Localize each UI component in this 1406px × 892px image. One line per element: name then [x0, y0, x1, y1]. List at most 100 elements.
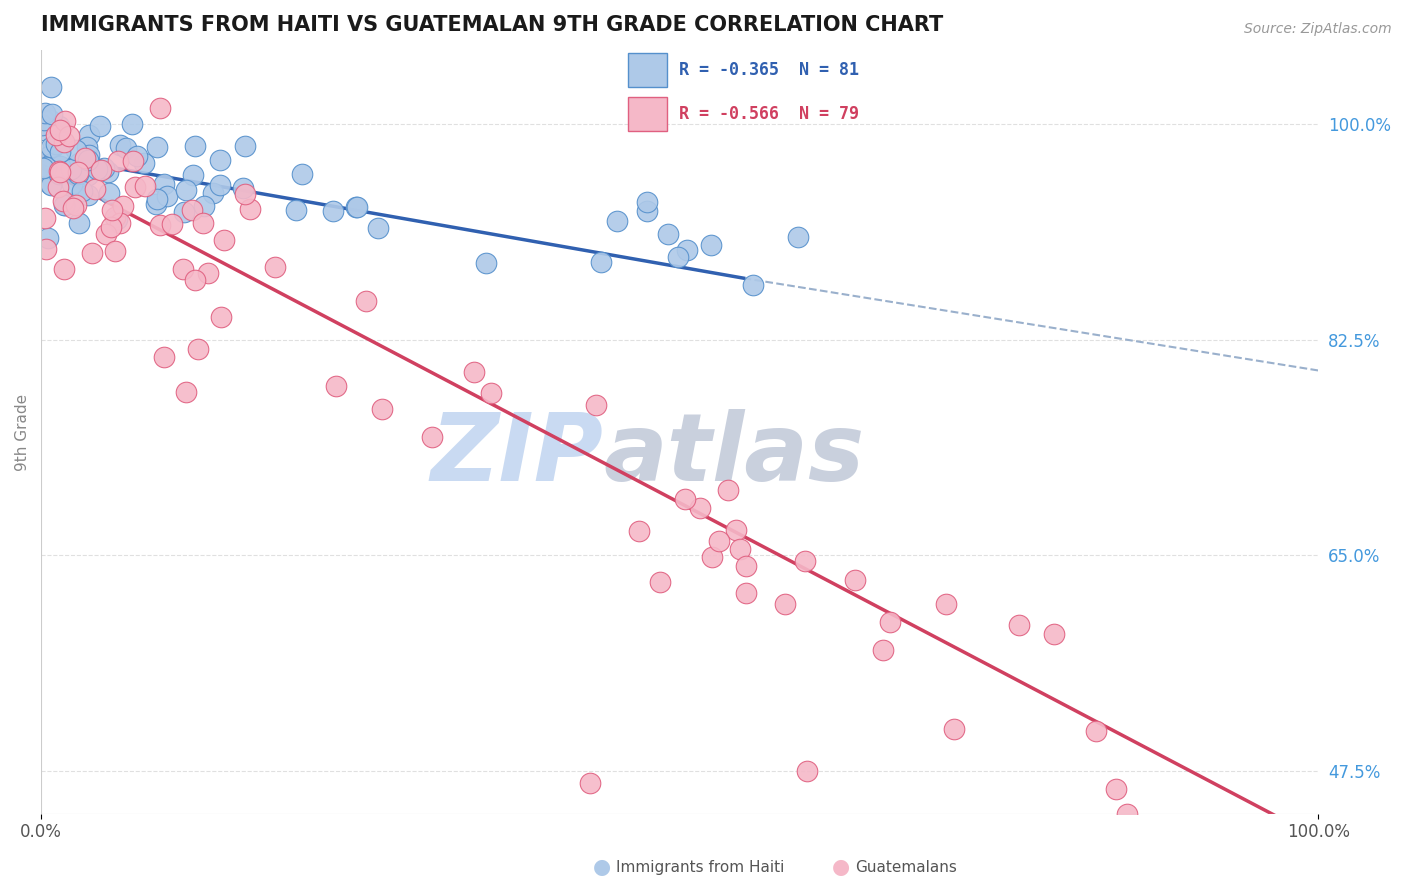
Point	[48, 163, 70, 178]
Point	[707, 533, 730, 548]
Point	[35, 160, 58, 174]
Point	[209, 153, 232, 167]
Point	[52, 194, 75, 208]
Point	[202, 186, 225, 200]
Point	[48, 119, 70, 133]
Point	[628, 524, 651, 539]
Point	[105, 212, 128, 227]
Point	[700, 238, 723, 252]
Point	[125, 149, 148, 163]
Point	[657, 227, 679, 241]
Point	[34, 211, 56, 226]
Text: R = -0.566  N = 79: R = -0.566 N = 79	[679, 105, 859, 123]
Point	[45, 128, 67, 143]
Point	[184, 273, 207, 287]
Point	[156, 189, 179, 203]
Point	[65, 198, 87, 212]
Point	[77, 187, 100, 202]
Point	[60, 178, 83, 192]
Point	[187, 342, 209, 356]
Point	[176, 183, 198, 197]
Point	[94, 227, 117, 241]
Point	[879, 615, 901, 629]
Point	[101, 202, 124, 217]
Bar	[627, 53, 666, 87]
Point	[1115, 806, 1137, 821]
Point	[48, 159, 70, 173]
Y-axis label: 9th Grade: 9th Grade	[15, 393, 30, 471]
Point	[208, 178, 231, 192]
Point	[53, 198, 76, 212]
Point	[233, 138, 256, 153]
Point	[673, 492, 696, 507]
Point	[67, 165, 90, 179]
Point	[124, 180, 146, 194]
Text: ●: ●	[593, 857, 610, 877]
Text: ●: ●	[832, 857, 849, 877]
Point	[174, 384, 197, 399]
Point	[796, 764, 818, 778]
Point	[65, 143, 87, 157]
Point	[344, 200, 367, 214]
Point	[579, 776, 602, 790]
Point	[89, 119, 111, 133]
Point	[943, 722, 966, 736]
Point	[38, 113, 60, 128]
Point	[1008, 617, 1031, 632]
Point	[77, 148, 100, 162]
Point	[872, 643, 894, 657]
Point	[636, 194, 658, 209]
Point	[741, 277, 763, 292]
Point	[59, 161, 82, 176]
Point	[41, 156, 63, 170]
Point	[90, 162, 112, 177]
Point	[172, 262, 194, 277]
Point	[606, 214, 628, 228]
Point	[76, 140, 98, 154]
Point	[42, 139, 65, 153]
Point	[79, 128, 101, 143]
Point	[37, 231, 59, 245]
Text: atlas: atlas	[603, 409, 865, 501]
Point	[39, 140, 62, 154]
Point	[32, 112, 55, 127]
Point	[181, 168, 204, 182]
Point	[108, 216, 131, 230]
Point	[66, 167, 89, 181]
Text: Immigrants from Haiti: Immigrants from Haiti	[616, 860, 785, 874]
Point	[146, 192, 169, 206]
Point	[93, 161, 115, 175]
Point	[53, 262, 76, 277]
Point	[173, 204, 195, 219]
Point	[46, 180, 69, 194]
Point	[76, 169, 98, 183]
Point	[794, 554, 817, 568]
Point	[152, 177, 174, 191]
Point	[48, 168, 70, 182]
Point	[291, 167, 314, 181]
Point	[53, 113, 76, 128]
Point	[666, 250, 689, 264]
Point	[591, 255, 613, 269]
Point	[31, 119, 53, 133]
Point	[53, 198, 76, 212]
Point	[97, 186, 120, 201]
Point	[67, 217, 90, 231]
Point	[38, 177, 60, 191]
Point	[86, 162, 108, 177]
Point	[184, 139, 207, 153]
Point	[160, 218, 183, 232]
Point	[371, 401, 394, 416]
Point	[787, 229, 810, 244]
Point	[239, 202, 262, 216]
Point	[59, 196, 82, 211]
Point	[76, 153, 98, 167]
Text: ZIP: ZIP	[430, 409, 603, 501]
Point	[463, 365, 485, 379]
Point	[193, 199, 215, 213]
Bar	[627, 97, 666, 131]
Point	[132, 155, 155, 169]
Point	[153, 350, 176, 364]
Point	[53, 135, 76, 149]
Point	[197, 266, 219, 280]
